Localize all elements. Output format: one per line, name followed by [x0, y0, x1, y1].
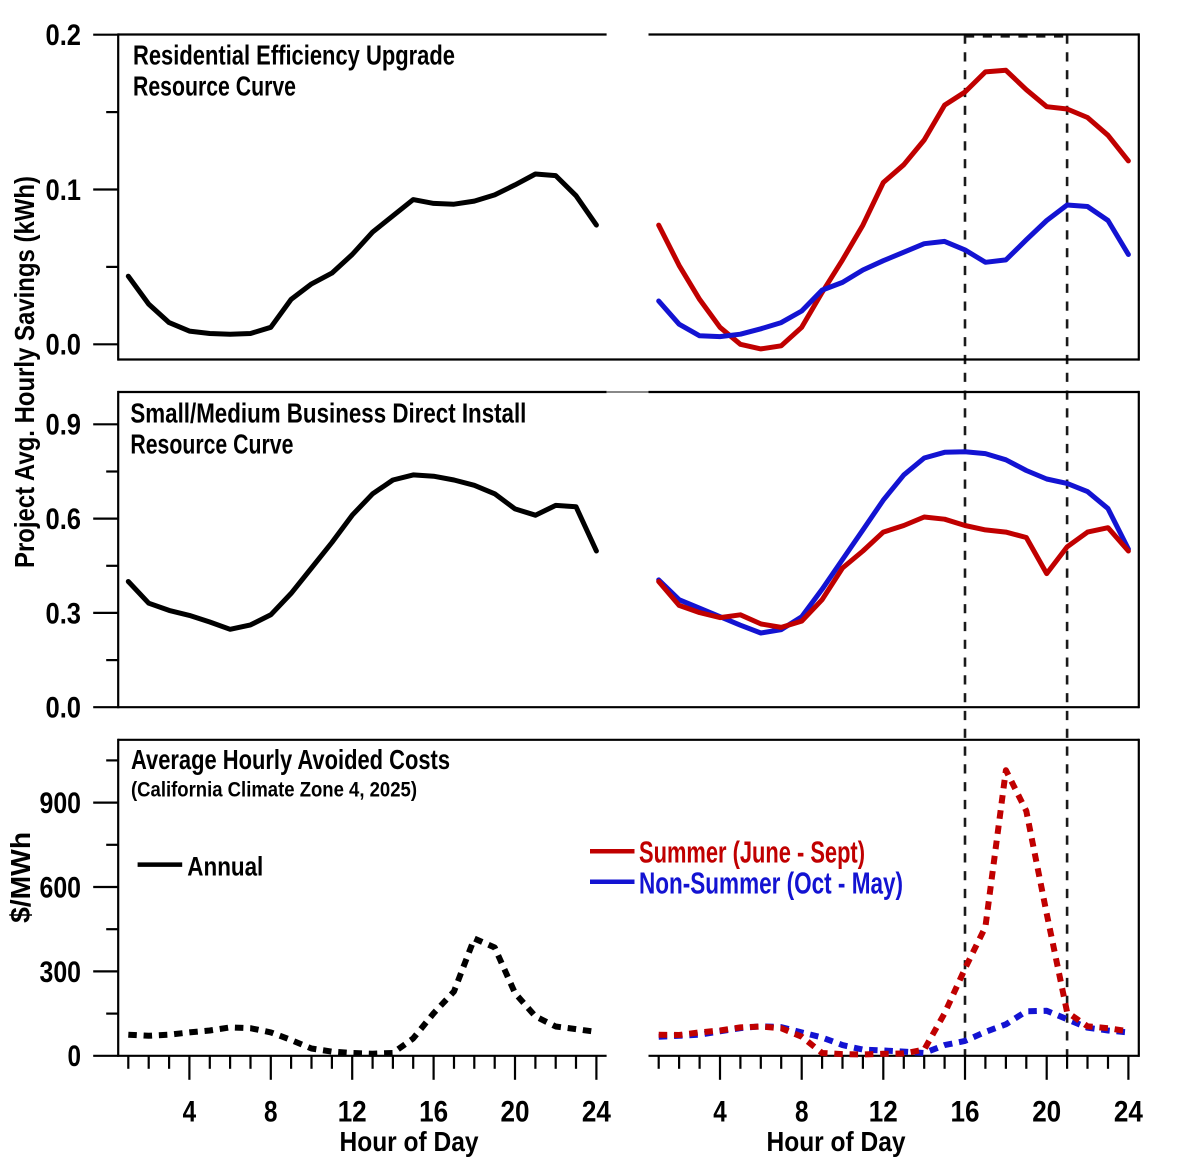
svg-text:900: 900 — [40, 787, 82, 820]
svg-text:12: 12 — [869, 1095, 898, 1128]
svg-text:0.2: 0.2 — [46, 19, 82, 52]
svg-text:Non-Summer (Oct - May): Non-Summer (Oct - May) — [639, 866, 903, 901]
svg-text:0.0: 0.0 — [46, 692, 82, 725]
svg-text:Hour of Day: Hour of Day — [767, 1126, 906, 1157]
svg-text:Average Hourly Avoided Costs: Average Hourly Avoided Costs — [131, 744, 450, 775]
svg-text:0: 0 — [68, 1040, 82, 1073]
svg-text:(California Climate Zone 4, 20: (California Climate Zone 4, 2025) — [131, 778, 417, 801]
svg-text:300: 300 — [40, 956, 82, 989]
svg-text:24: 24 — [582, 1095, 611, 1128]
svg-text:0.6: 0.6 — [46, 503, 82, 536]
svg-text:12: 12 — [338, 1095, 367, 1128]
svg-text:Resource Curve: Resource Curve — [130, 428, 293, 459]
svg-text:20: 20 — [1032, 1095, 1061, 1128]
svg-text:600: 600 — [40, 871, 82, 904]
svg-text:8: 8 — [795, 1095, 809, 1128]
svg-text:0.0: 0.0 — [46, 329, 82, 362]
svg-text:Small/Medium Business Direct I: Small/Medium Business Direct Install — [130, 397, 526, 428]
svg-text:Summer (June - Sept): Summer (June - Sept) — [639, 835, 865, 870]
svg-text:16: 16 — [951, 1095, 980, 1128]
svg-text:$/MWh: $/MWh — [5, 832, 36, 923]
svg-text:0.1: 0.1 — [46, 174, 82, 207]
svg-text:8: 8 — [264, 1095, 278, 1128]
svg-text:Project Avg. Hourly Savings (k: Project Avg. Hourly Savings (kWh) — [9, 176, 40, 568]
svg-text:0.9: 0.9 — [46, 409, 82, 442]
svg-text:4: 4 — [713, 1095, 727, 1128]
svg-text:0.3: 0.3 — [46, 597, 82, 630]
svg-text:Residential Efficiency Upgrade: Residential Efficiency Upgrade — [133, 40, 455, 71]
svg-text:20: 20 — [501, 1095, 530, 1128]
svg-text:Resource Curve: Resource Curve — [133, 71, 296, 102]
svg-text:16: 16 — [419, 1095, 448, 1128]
svg-text:24: 24 — [1114, 1095, 1143, 1128]
svg-text:Hour of Day: Hour of Day — [340, 1126, 479, 1157]
svg-text:4: 4 — [183, 1095, 197, 1128]
svg-text:Annual: Annual — [187, 851, 263, 881]
